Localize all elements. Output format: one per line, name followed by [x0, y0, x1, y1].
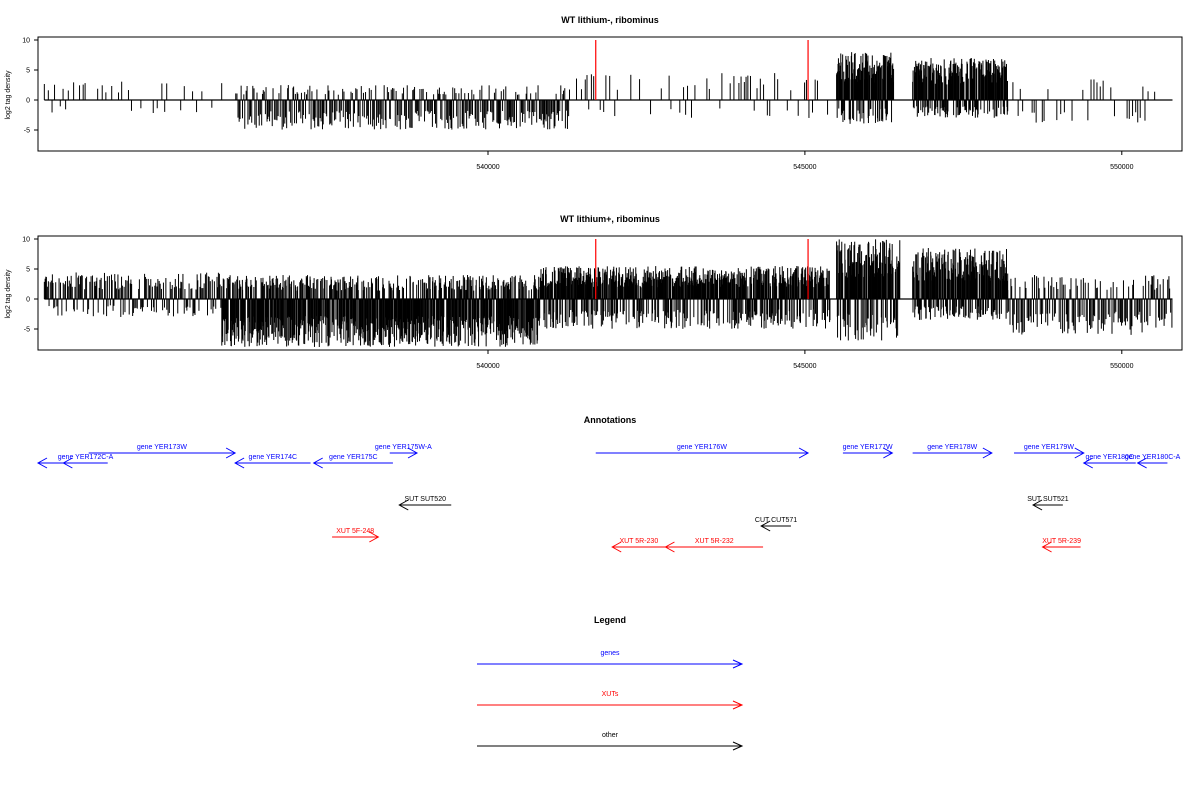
x-axis: 540000 545000 550000 [476, 350, 1134, 370]
feature-label: SUT SUT521 [1027, 496, 1069, 503]
feature-label: gene YER173W [137, 444, 187, 451]
arrow-head-left [62, 457, 73, 469]
arrow-head-left [234, 457, 245, 469]
feature-label: gene YER172C-A [58, 454, 114, 461]
annotation-feature: XUT 5R-239 [1041, 538, 1081, 553]
legend-title: Legend [594, 615, 626, 625]
panel-title: WT lithium+, ribominus [560, 214, 660, 224]
x-tick-label: 550000 [1110, 363, 1133, 370]
feature-label: gene YER175C [329, 454, 378, 461]
annotation-feature: SUT SUT520 [398, 496, 452, 511]
y-tick-label: 5 [26, 68, 30, 75]
y-tick-label: 0 [26, 297, 30, 304]
x-tick-label: 545000 [793, 164, 816, 171]
annotation-feature: CUT CUT571 [755, 517, 797, 532]
annotation-feature: gene YER175C [312, 454, 393, 469]
feature-label: gene YER175W-A [375, 444, 432, 451]
y-tick-label: 10 [22, 38, 30, 45]
x-axis: 540000 545000 550000 [476, 151, 1134, 171]
arrow-head-right [732, 659, 744, 669]
arrow-head-right [369, 531, 380, 543]
feature-label: gene YER180C [1085, 454, 1134, 461]
y-axis-label: log2 tag density [5, 269, 12, 319]
feature-label: gene YER178W [927, 444, 977, 451]
legend-entry: other [477, 732, 744, 751]
y-tick-label: -5 [24, 128, 30, 135]
x-tick-label: 550000 [1110, 164, 1133, 171]
arrow-head-right [225, 447, 237, 459]
annotation-feature: gene YER176W [595, 444, 810, 459]
feature-label: gene YER176W [677, 444, 727, 451]
annotation-feature: gene YER172C-A [58, 454, 114, 469]
arrow-head-left [1082, 457, 1094, 469]
arrow-head-right [1074, 447, 1085, 459]
track-panel-lithium-minus: WT lithium-, ribominus log2 tag density … [5, 15, 1183, 171]
y-tick-label: 10 [22, 237, 30, 244]
y-axis: -5 0 5 10 [22, 38, 39, 135]
y-axis-label: log2 tag density [5, 70, 12, 120]
feature-label: gene YER177W [843, 444, 893, 451]
annotation-feature: gene YER178W [912, 444, 993, 459]
legend-label: other [602, 732, 619, 739]
annotation-features: gene YER172C-A gene YER173W gene YER174C ge… [36, 444, 1181, 553]
arrow-head-right [732, 700, 744, 710]
annotation-feature: gene YER174C [234, 454, 311, 469]
annotation-feature: gene YER180C [1082, 454, 1136, 469]
y-tick-label: 0 [26, 98, 30, 105]
legend-label: genes [600, 650, 620, 657]
arrow-head-right [982, 447, 993, 459]
annotation-feature: gene YER175W-A [375, 444, 432, 459]
feature-label: XUT 5R-239 [1042, 538, 1081, 545]
legend-label: XUTs [602, 691, 619, 698]
arrow-head-right [883, 447, 894, 459]
feature-label: gene YER179W [1024, 444, 1074, 451]
highlight-lines [595, 239, 809, 299]
feature-label: XUT 5F-248 [336, 528, 374, 535]
y-tick-label: 5 [26, 267, 30, 274]
x-tick-label: 545000 [793, 363, 816, 370]
annotation-feature: gene YER173W [88, 444, 237, 459]
x-tick-label: 540000 [476, 363, 499, 370]
y-axis: -5 0 5 10 [22, 237, 39, 334]
arrow-head-left [664, 541, 675, 553]
annotation-feature: XUT 5R-232 [664, 538, 764, 553]
density-bars [43, 52, 1173, 130]
legend-entry: XUTs [477, 691, 744, 710]
arrow-head-left [312, 457, 323, 469]
feature-label: SUT SUT520 [404, 496, 446, 503]
feature-label: gene YER174C [249, 454, 298, 461]
x-tick-label: 540000 [476, 164, 499, 171]
arrow-head-left [398, 499, 409, 511]
arrow-head-left [611, 541, 622, 553]
arrow-head-left [760, 520, 771, 532]
density-bars [43, 239, 1173, 347]
feature-label: XUT 5R-232 [695, 538, 734, 545]
annotation-feature: XUT 5F-248 [332, 528, 380, 543]
arrow-head-left [36, 457, 48, 469]
annotation-feature: XUT 5R-230 [611, 538, 666, 553]
arrow-head-right [732, 741, 744, 751]
arrow-head-left [1136, 457, 1147, 469]
feature-label: CUT CUT571 [755, 517, 797, 524]
annotation-feature: gene YER177W [843, 444, 894, 459]
arrow-head-right [798, 447, 810, 459]
feature-label: gene YER180C-A [1125, 454, 1181, 461]
legend: Legend genes XUTs other [477, 615, 744, 751]
arrow-head-left [1041, 541, 1052, 553]
highlight-lines [595, 40, 809, 100]
arrow-head-right [407, 447, 419, 459]
feature-label: XUT 5R-230 [619, 538, 658, 545]
annotations-title: Annotations [584, 415, 637, 425]
y-tick-label: -5 [24, 327, 30, 334]
panel-title: WT lithium-, ribominus [561, 15, 659, 25]
annotation-feature: gene YER179W [1014, 444, 1085, 459]
arrow-head-left [1032, 499, 1043, 511]
legend-entry: genes [477, 650, 744, 669]
annotation-feature: gene YER180C-A [1125, 454, 1181, 469]
annotation-feature: SUT SUT521 [1027, 496, 1069, 511]
legend-entries: genes XUTs other [477, 650, 744, 751]
track-panel-lithium-plus: WT lithium+, ribominus log2 tag density … [5, 214, 1183, 370]
